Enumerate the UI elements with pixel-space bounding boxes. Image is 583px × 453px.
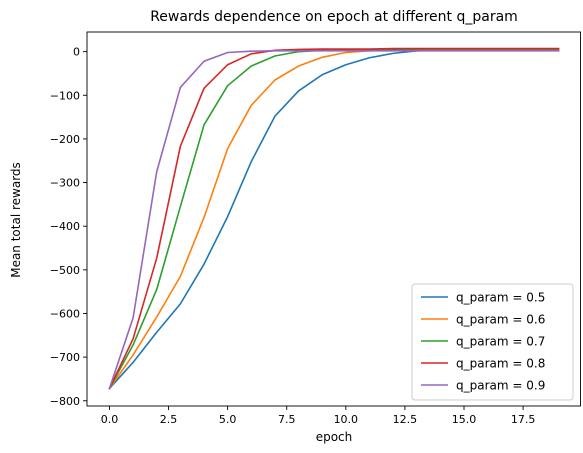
y-tick-label: −800 xyxy=(50,395,80,408)
x-tick-label: 0.0 xyxy=(101,413,119,426)
x-tick-label: 17.5 xyxy=(511,413,536,426)
x-tick-label: 15.0 xyxy=(452,413,477,426)
chart-title: Rewards dependence on epoch at different… xyxy=(150,9,518,25)
legend-label: q_param = 0.7 xyxy=(456,335,545,349)
legend-label: q_param = 0.5 xyxy=(456,291,545,305)
x-tick-label: 5.0 xyxy=(219,413,237,426)
x-tick-label: 7.5 xyxy=(278,413,296,426)
y-tick-label: −500 xyxy=(50,264,80,277)
y-axis-label: Mean total rewards xyxy=(9,162,23,278)
y-tick-label: −700 xyxy=(50,351,80,364)
y-tick-label: −300 xyxy=(50,177,80,190)
y-tick-label: −600 xyxy=(50,307,80,320)
legend-label: q_param = 0.6 xyxy=(456,313,545,327)
x-tick-label: 10.0 xyxy=(334,413,359,426)
x-tick-label: 2.5 xyxy=(160,413,178,426)
legend-label: q_param = 0.8 xyxy=(456,357,545,371)
legend-label: q_param = 0.9 xyxy=(456,379,545,393)
y-tick-label: −100 xyxy=(50,89,80,102)
plot-area: 0.0 2.5 5.0 7.5 10.0 12.5 15.0 17.5 −800 −700 −600… xyxy=(50,32,581,426)
y-tick-label: 0 xyxy=(73,46,80,59)
x-axis-label: epoch xyxy=(316,430,353,444)
y-tick-label: −400 xyxy=(50,220,80,233)
y-tick-label: −200 xyxy=(50,133,80,146)
x-tick-label: 12.5 xyxy=(393,413,418,426)
